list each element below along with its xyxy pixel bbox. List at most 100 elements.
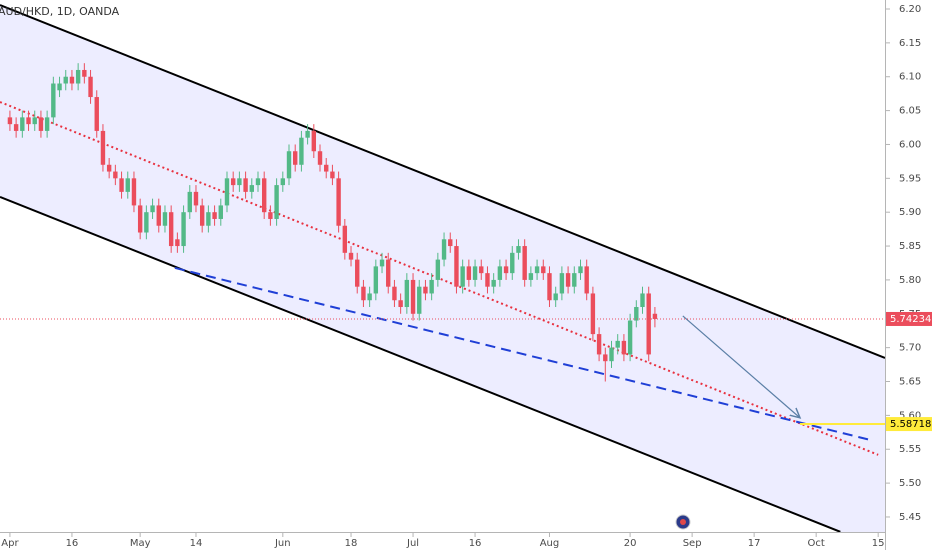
candle-body [324, 164, 329, 172]
candle-body [355, 259, 360, 287]
candle-body [268, 212, 273, 219]
candle-body [63, 76, 68, 84]
candle-body [472, 266, 478, 280]
candle-body [435, 259, 441, 280]
candle-body [336, 178, 341, 226]
candle-body [57, 83, 62, 91]
candle-body [168, 212, 174, 247]
candle-body [572, 273, 577, 287]
candle-body [429, 279, 434, 294]
candle-body [578, 266, 583, 274]
candle-body [522, 246, 527, 280]
candle-body [137, 205, 143, 233]
candle-body [596, 334, 602, 355]
candle-body [261, 178, 267, 213]
candle-body [249, 185, 254, 192]
candle-body [51, 83, 56, 118]
candle-body [367, 293, 372, 301]
y-tick-label: 5.50 [899, 478, 921, 489]
candle-body [528, 273, 534, 280]
candle-body [131, 178, 137, 206]
candle-body [311, 130, 317, 152]
y-tick-label: 6.15 [899, 38, 921, 49]
y-tick-label: 5.85 [899, 241, 921, 252]
candle-body [44, 117, 50, 131]
candle-body [113, 171, 118, 179]
x-tick-label: Apr [1, 538, 19, 549]
candle-body [286, 151, 292, 179]
last-price-box [886, 311, 932, 326]
candle-body [485, 273, 490, 287]
y-tick-label: 5.45 [899, 512, 921, 523]
y-tick-label: 5.80 [899, 275, 921, 286]
candle-body [119, 178, 124, 192]
candle-body [299, 137, 304, 165]
candle-body [230, 178, 236, 186]
candle-body [615, 340, 620, 348]
candle-body [156, 205, 161, 226]
candle-body [100, 130, 106, 165]
candle-body [379, 259, 385, 267]
candle-body [479, 266, 484, 274]
channel-upper [0, 4, 885, 359]
candle-body [69, 76, 75, 84]
candle-body [32, 117, 37, 125]
candle-body [218, 205, 223, 219]
candle-body [627, 320, 633, 355]
y-tick-label: 5.55 [899, 444, 921, 455]
y-tick-label: 5.70 [899, 343, 921, 354]
candle-body [162, 212, 168, 226]
candle-body [603, 354, 608, 362]
candle-body [491, 279, 496, 287]
candle-body [75, 69, 81, 84]
candle-body [503, 266, 509, 274]
x-tick-label: May [130, 538, 151, 549]
candle-body [652, 313, 658, 319]
candle-body [212, 212, 217, 219]
candle-body [565, 273, 571, 287]
candle-body [386, 259, 391, 287]
x-tick-label: 15 [872, 538, 885, 549]
y-tick-label: 5.60 [899, 410, 921, 421]
candle-body [144, 212, 149, 233]
y-tick-label: 6.00 [899, 139, 921, 150]
y-tick-label: 5.95 [899, 173, 921, 184]
candle-body [255, 178, 261, 186]
candle-body [417, 286, 422, 314]
last-price-label: 5.74234 [890, 314, 931, 325]
candle-body [293, 151, 298, 165]
y-tick-label: 6.05 [899, 106, 921, 117]
x-tick-label: Aug [540, 538, 560, 549]
candle-body [20, 117, 25, 131]
candle-body [448, 239, 453, 247]
support-line [174, 266, 871, 441]
candle-body [94, 97, 99, 131]
candle-body [348, 252, 354, 260]
chart-title: AUD/HKD, 1D, OANDA [0, 5, 120, 18]
candle-body [454, 246, 459, 287]
candle-body [590, 293, 596, 335]
candle-body [516, 246, 521, 253]
candle-body [305, 130, 310, 138]
candle-body [38, 117, 44, 131]
plot-area [0, 4, 885, 532]
candle-body [466, 266, 472, 280]
candle-body [280, 178, 286, 186]
x-tick-label: Jun [274, 538, 291, 549]
candle-body [193, 191, 199, 206]
candle-body [584, 266, 589, 294]
candle-body [621, 340, 627, 355]
candle-body [640, 293, 645, 308]
target-label: 5.58718 [890, 419, 931, 430]
x-tick-label: 14 [190, 538, 203, 549]
y-tick-label: 6.20 [899, 4, 921, 15]
x-tick-label: 16 [469, 538, 482, 549]
candle-body [88, 76, 93, 98]
candle-body [361, 286, 366, 301]
candle-body [187, 191, 192, 213]
candle-body [373, 266, 379, 294]
candle-body [634, 307, 639, 321]
channel-lower [0, 196, 841, 532]
